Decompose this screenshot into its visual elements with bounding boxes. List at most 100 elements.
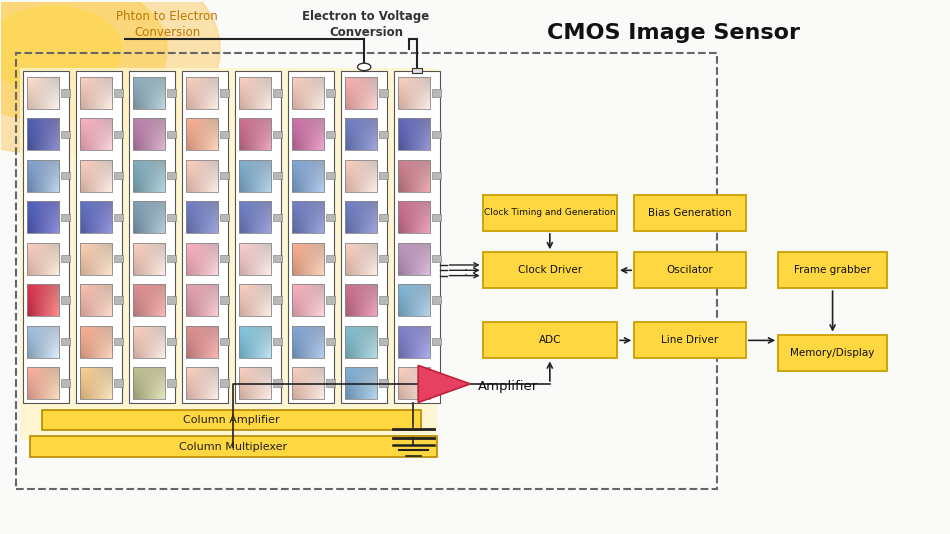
Polygon shape bbox=[418, 365, 470, 403]
Bar bbox=[274, 380, 282, 387]
Bar bbox=[167, 130, 176, 138]
Bar bbox=[114, 338, 123, 345]
Bar bbox=[133, 77, 165, 109]
Bar bbox=[61, 130, 69, 138]
Text: :: : bbox=[464, 265, 467, 279]
Bar bbox=[61, 380, 69, 387]
Bar bbox=[635, 195, 746, 231]
Bar bbox=[398, 284, 430, 316]
Text: Column Multiplexer: Column Multiplexer bbox=[180, 442, 288, 452]
Bar bbox=[293, 367, 324, 399]
Bar bbox=[220, 338, 229, 345]
Bar bbox=[778, 334, 887, 371]
Bar bbox=[379, 89, 388, 97]
Bar bbox=[635, 323, 746, 358]
Bar bbox=[432, 338, 441, 345]
Bar bbox=[432, 214, 441, 221]
Bar bbox=[379, 214, 388, 221]
Bar bbox=[61, 338, 69, 345]
Bar bbox=[114, 255, 123, 262]
Bar bbox=[114, 214, 123, 221]
Bar bbox=[186, 77, 219, 109]
Text: Memory/Display: Memory/Display bbox=[790, 348, 875, 358]
Text: Phton to Electron
Conversion: Phton to Electron Conversion bbox=[116, 10, 218, 39]
Text: Column Amplifier: Column Amplifier bbox=[183, 415, 280, 425]
Bar bbox=[293, 326, 324, 358]
Bar bbox=[398, 119, 430, 150]
Bar bbox=[293, 77, 324, 109]
Bar bbox=[326, 255, 334, 262]
Bar bbox=[239, 367, 272, 399]
Bar bbox=[76, 70, 122, 403]
Text: Oscilator: Oscilator bbox=[667, 265, 713, 276]
Bar bbox=[326, 214, 334, 221]
Bar bbox=[167, 296, 176, 304]
Bar bbox=[398, 367, 430, 399]
Bar bbox=[345, 284, 377, 316]
Bar bbox=[80, 243, 112, 274]
Bar bbox=[27, 367, 59, 399]
Bar bbox=[186, 201, 219, 233]
Text: Bias Generation: Bias Generation bbox=[648, 208, 732, 218]
Ellipse shape bbox=[0, 0, 167, 121]
Bar bbox=[114, 172, 123, 179]
Text: Amplifier: Amplifier bbox=[478, 380, 538, 394]
Bar bbox=[220, 380, 229, 387]
Bar bbox=[61, 255, 69, 262]
Bar bbox=[274, 130, 282, 138]
Bar bbox=[80, 77, 112, 109]
Bar bbox=[398, 243, 430, 274]
Bar bbox=[27, 119, 59, 150]
Bar bbox=[27, 326, 59, 358]
Bar bbox=[778, 252, 887, 288]
Bar bbox=[412, 68, 422, 73]
Bar bbox=[15, 53, 716, 489]
Bar bbox=[20, 68, 437, 439]
Bar bbox=[220, 214, 229, 221]
Bar bbox=[379, 172, 388, 179]
Text: Clock Driver: Clock Driver bbox=[518, 265, 582, 276]
Bar bbox=[483, 323, 618, 358]
Bar bbox=[289, 70, 333, 403]
Ellipse shape bbox=[0, 6, 122, 92]
Bar bbox=[27, 160, 59, 192]
Bar bbox=[326, 89, 334, 97]
Bar bbox=[274, 296, 282, 304]
Bar bbox=[27, 201, 59, 233]
Bar bbox=[483, 195, 618, 231]
Bar bbox=[239, 77, 272, 109]
Bar bbox=[167, 255, 176, 262]
Bar bbox=[432, 255, 441, 262]
Bar bbox=[239, 243, 272, 274]
Bar bbox=[220, 255, 229, 262]
Bar bbox=[167, 380, 176, 387]
Bar bbox=[345, 160, 377, 192]
Bar bbox=[80, 367, 112, 399]
Bar bbox=[398, 201, 430, 233]
Circle shape bbox=[357, 63, 370, 70]
Bar bbox=[182, 70, 228, 403]
Bar bbox=[293, 284, 324, 316]
Bar bbox=[133, 326, 165, 358]
Bar bbox=[432, 130, 441, 138]
Bar bbox=[345, 119, 377, 150]
Bar bbox=[27, 77, 59, 109]
Bar bbox=[114, 296, 123, 304]
Bar bbox=[274, 89, 282, 97]
Bar bbox=[29, 436, 437, 457]
Bar bbox=[236, 70, 281, 403]
Bar bbox=[293, 119, 324, 150]
Text: Clock Timing and Generation: Clock Timing and Generation bbox=[484, 208, 616, 217]
Bar bbox=[220, 130, 229, 138]
Text: Electron to Voltage
Conversion: Electron to Voltage Conversion bbox=[302, 10, 429, 39]
Bar bbox=[80, 284, 112, 316]
Bar bbox=[61, 89, 69, 97]
Bar bbox=[220, 89, 229, 97]
Bar bbox=[345, 77, 377, 109]
Bar bbox=[114, 380, 123, 387]
Bar bbox=[432, 296, 441, 304]
Bar bbox=[133, 243, 165, 274]
Bar bbox=[274, 172, 282, 179]
Bar bbox=[61, 172, 69, 179]
Bar bbox=[379, 255, 388, 262]
